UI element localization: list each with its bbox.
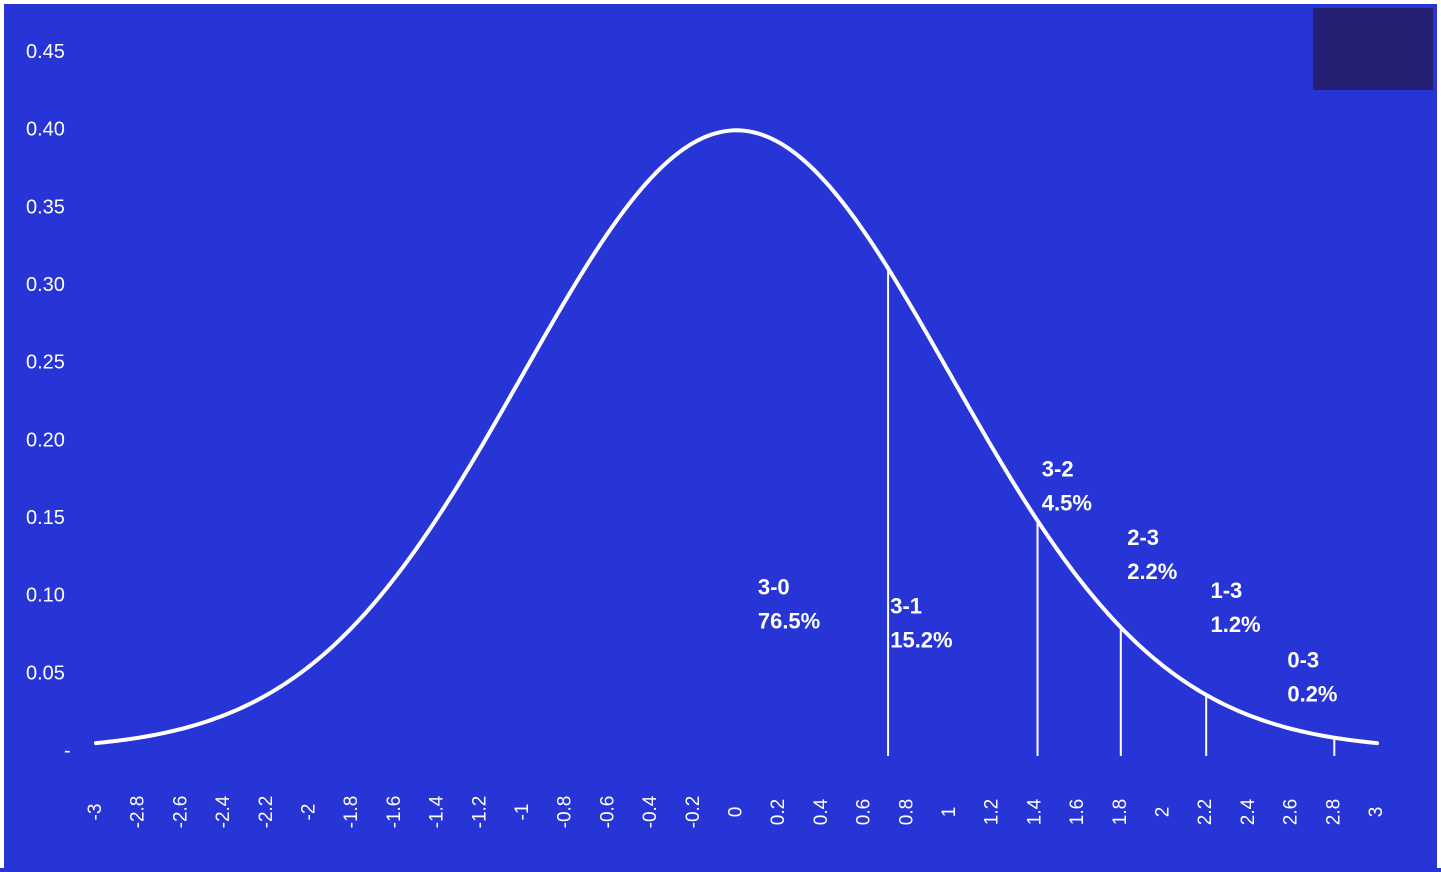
- x-tick-label: 1.4: [1024, 798, 1045, 825]
- x-tick-label: -2: [299, 804, 320, 821]
- x-tick-label: -1.8: [341, 796, 362, 829]
- y-tick-label: 0.05: [26, 662, 65, 684]
- x-tick-label: 3: [1366, 807, 1387, 818]
- annotation-percent: 76.5%: [758, 609, 820, 634]
- x-tick-label: -2.4: [213, 795, 234, 828]
- x-tick-label: 1.6: [1067, 799, 1088, 825]
- distribution-chart: -0.050.100.150.200.250.300.350.400.45 -3…: [26, 41, 1387, 828]
- x-tick-label: -2.8: [128, 796, 149, 829]
- x-tick-label: 0.4: [811, 798, 832, 825]
- annotation-score: 1-3: [1210, 578, 1242, 603]
- x-tick-label: -0.4: [640, 795, 661, 828]
- y-tick-label: 0.45: [26, 41, 65, 63]
- x-tick-label: 0: [726, 807, 747, 818]
- x-tick-label: 2.8: [1323, 799, 1344, 825]
- annotation-layer: 3-0 76.5% 3-1 15.2% 3-2 4.5% 2-3 2.2% 1-3 1.2% 0-3…: [758, 457, 1338, 707]
- corner-block: [1313, 8, 1433, 90]
- annotation-percent: 0.2%: [1287, 682, 1337, 707]
- x-tick-label: -2.6: [170, 796, 191, 829]
- curve-layer: [94, 128, 1379, 746]
- x-tick-label: -1.6: [384, 796, 405, 829]
- x-tick-label: -1.2: [469, 796, 490, 829]
- divider-lines: [887, 268, 1336, 756]
- x-tick-label: 1.2: [982, 799, 1003, 825]
- annotation-percent: 15.2%: [890, 627, 952, 652]
- x-tick-label: -2.2: [256, 796, 277, 829]
- x-tick-label: 2: [1153, 807, 1174, 818]
- annotation-score: 3-0: [758, 575, 790, 600]
- x-tick-label: 0.8: [896, 799, 917, 825]
- y-tick-label: 0.10: [26, 585, 65, 607]
- x-axis-labels: -3 -2.8 -2.6 -2.4 -2.2 -2 -1.8 -1.6 -1.4 -1.2 -1 -0…: [85, 795, 1387, 828]
- annotation-percent: 4.5%: [1042, 491, 1092, 516]
- x-tick-label: -3: [85, 804, 106, 821]
- x-tick-label: 1.8: [1110, 799, 1131, 825]
- y-axis-labels: - 0.05 0.10 0.15 0.20 0.25 0.30 0.35 0.40 0.45: [26, 41, 71, 762]
- y-tick-label: 0.20: [26, 429, 65, 451]
- y-tick-label: 0.25: [26, 352, 65, 374]
- x-tick-label: -1.4: [427, 795, 448, 828]
- x-tick-label: 2.2: [1195, 799, 1216, 825]
- distribution-curve: [94, 128, 1379, 746]
- annotation-score: 2-3: [1127, 525, 1159, 550]
- x-tick-label: -0.6: [597, 796, 618, 829]
- annotation-percent: 1.2%: [1210, 612, 1260, 637]
- y-tick-label: -: [64, 740, 71, 762]
- annotation-score: 3-2: [1042, 457, 1074, 482]
- annotation-percent: 2.2%: [1127, 559, 1177, 584]
- x-tick-label: 0.2: [768, 799, 789, 825]
- y-tick-label: 0.30: [26, 274, 65, 296]
- y-tick-label: 0.35: [26, 196, 65, 218]
- x-tick-label: 1: [939, 807, 960, 818]
- x-tick-label: -0.2: [683, 796, 704, 829]
- y-tick-label: 0.15: [26, 507, 65, 529]
- y-tick-label: 0.40: [26, 119, 65, 141]
- x-tick-label: 0.6: [854, 799, 875, 825]
- x-tick-label: 2.6: [1281, 799, 1302, 825]
- x-tick-label: -0.8: [555, 796, 576, 829]
- x-tick-label: -1: [512, 804, 533, 821]
- annotation-score: 0-3: [1287, 648, 1319, 673]
- x-tick-label: 2.4: [1238, 798, 1259, 825]
- annotation-score: 3-1: [890, 593, 922, 618]
